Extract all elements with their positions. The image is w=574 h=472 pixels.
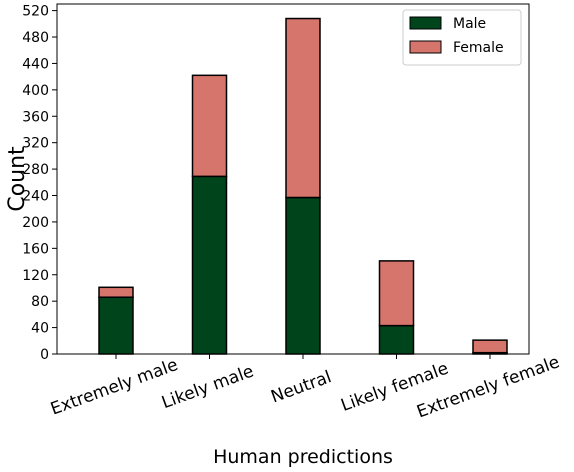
y-tick-label: 360 bbox=[22, 109, 49, 125]
bars-layer bbox=[98, 17, 508, 355]
legend: Male Female bbox=[402, 9, 522, 66]
bar-male-1 bbox=[191, 175, 228, 355]
x-tick-label: Extremely male bbox=[48, 355, 181, 420]
bar-male-2 bbox=[285, 196, 321, 355]
legend-label-female: Female bbox=[453, 40, 504, 56]
y-tick-label: 200 bbox=[22, 215, 49, 231]
bar-female-0 bbox=[98, 286, 134, 298]
y-axis: 0 40 80 120 160 200 240 280 320 360 400 440 480 520 bbox=[22, 4, 57, 363]
x-tick-label: Neutral bbox=[268, 367, 334, 407]
plot-frame bbox=[56, 3, 530, 355]
bar-female-3 bbox=[378, 260, 415, 327]
legend-swatch-female bbox=[409, 40, 442, 54]
y-tick-label: 400 bbox=[22, 83, 49, 99]
y-tick-label: 0 bbox=[40, 347, 49, 363]
bar-male-0 bbox=[98, 296, 134, 355]
x-axis-label: Human predictions bbox=[213, 446, 393, 468]
y-tick-label: 80 bbox=[31, 294, 49, 310]
y-tick-label: 480 bbox=[22, 30, 49, 46]
y-tick-label: 440 bbox=[22, 56, 49, 72]
y-tick-label: 160 bbox=[22, 241, 49, 257]
bar-male-3 bbox=[378, 324, 415, 355]
y-tick-label: 280 bbox=[22, 162, 49, 178]
bar-female-4 bbox=[472, 339, 508, 354]
bar-female-2 bbox=[285, 17, 321, 199]
y-axis-label: Count bbox=[5, 146, 30, 212]
legend-swatch-male bbox=[409, 16, 442, 30]
legend-label-male: Male bbox=[453, 16, 486, 32]
y-tick-label: 120 bbox=[22, 268, 49, 284]
bar-female-1 bbox=[191, 74, 228, 178]
y-tick-label: 520 bbox=[22, 4, 49, 20]
y-tick-label: 240 bbox=[22, 189, 49, 205]
y-tick-label: 40 bbox=[31, 321, 49, 337]
y-tick-label: 320 bbox=[22, 136, 49, 152]
